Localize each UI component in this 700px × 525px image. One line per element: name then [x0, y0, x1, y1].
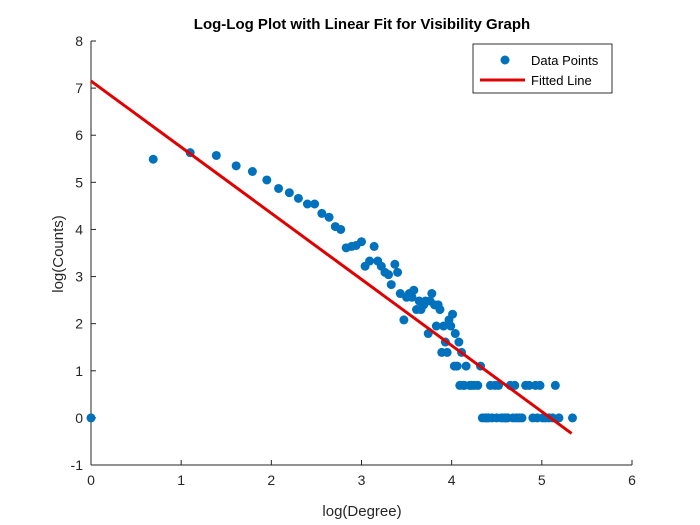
data-point: [399, 315, 409, 325]
x-tick-label: 4: [448, 472, 456, 488]
data-point: [431, 321, 441, 331]
data-point: [554, 413, 564, 423]
data-point: [86, 413, 96, 423]
data-point: [262, 175, 272, 185]
y-tick-label: 8: [75, 33, 83, 49]
legend-label-data-points: Data Points: [531, 53, 599, 68]
data-point: [211, 150, 221, 160]
y-tick-label: 5: [75, 174, 83, 190]
data-point: [317, 208, 327, 218]
data-point: [302, 199, 312, 209]
data-point: [386, 280, 396, 290]
data-point: [550, 380, 560, 390]
legend-marker-data-points: [500, 55, 510, 65]
data-point: [274, 183, 284, 193]
data-point: [407, 292, 417, 302]
data-point: [454, 337, 464, 347]
legend-label-fitted-line: Fitted Line: [531, 73, 592, 88]
data-point: [473, 380, 483, 390]
data-point: [336, 224, 346, 234]
data-point: [448, 309, 458, 319]
y-tick-label: 4: [75, 221, 83, 237]
data-point: [231, 161, 241, 171]
data-point: [446, 321, 456, 331]
data-point: [365, 256, 375, 266]
data-point: [409, 285, 419, 295]
data-point: [384, 270, 394, 280]
x-tick-label: 0: [87, 472, 95, 488]
y-tick-label: 7: [75, 80, 83, 96]
data-point: [442, 347, 452, 357]
x-tick-label: 1: [177, 472, 185, 488]
y-tick-label: 6: [75, 127, 83, 143]
data-point: [452, 361, 462, 371]
data-point: [435, 305, 445, 315]
data-point: [284, 188, 294, 198]
data-point: [369, 241, 379, 251]
legend-box: [472, 43, 613, 94]
data-point: [524, 380, 534, 390]
data-point: [450, 329, 460, 339]
data-point: [357, 237, 366, 247]
x-tick-label: 3: [358, 472, 366, 488]
data-point: [247, 166, 257, 176]
data-point: [390, 259, 400, 269]
y-tick-label: -1: [71, 457, 84, 473]
x-tick-label: 2: [267, 472, 275, 488]
data-point: [148, 154, 158, 164]
data-point: [510, 380, 520, 390]
x-tick-label: 6: [628, 472, 636, 488]
plot-area: [86, 79, 577, 435]
data-point: [324, 212, 334, 222]
x-axis-label: log(Degree): [322, 503, 401, 520]
y-tick-label: 2: [75, 316, 83, 332]
data-point: [461, 361, 471, 371]
data-point: [567, 413, 577, 423]
chart-title: Log-Log Plot with Linear Fit for Visibil…: [194, 16, 530, 33]
data-point: [293, 193, 303, 203]
y-tick-label: 0: [75, 410, 83, 426]
data-point: [310, 199, 320, 209]
y-axis-label: log(Counts): [50, 215, 67, 293]
y-tick-label: 3: [75, 269, 83, 285]
data-point: [517, 413, 527, 423]
data-point: [427, 289, 437, 299]
data-point: [393, 267, 403, 277]
data-point: [535, 380, 545, 390]
fitted-line: [90, 79, 573, 435]
data-point: [439, 321, 449, 331]
axes-background: [91, 41, 632, 465]
legend: Data Points Fitted Line: [472, 43, 613, 94]
y-tick-label: 1: [75, 363, 83, 379]
x-tick-label: 5: [538, 472, 546, 488]
